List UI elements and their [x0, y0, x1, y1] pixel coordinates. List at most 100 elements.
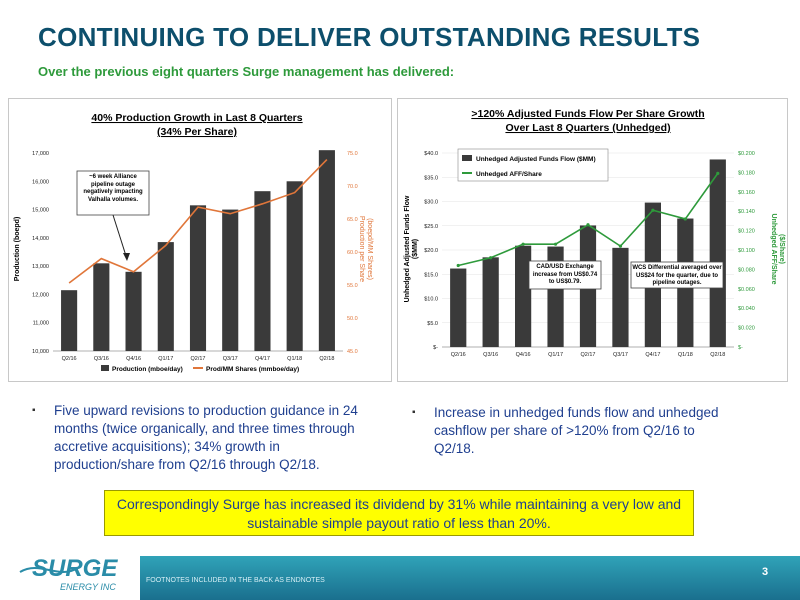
y2-tick-label: $0.080	[738, 267, 755, 273]
funds-flow-chart: >120% Adjusted Funds Flow Per Share Grow…	[404, 108, 785, 358]
x-tick-label: Q4/17	[645, 352, 660, 358]
bar	[612, 247, 629, 347]
line-point	[651, 208, 655, 212]
y2-tick-label: 45.0	[347, 349, 358, 355]
slide-subtitle: Over the previous eight quarters Surge m…	[38, 64, 455, 79]
y2-tick-label: $0.120	[738, 229, 755, 235]
y2-tick-label: 55.0	[347, 283, 358, 289]
bar	[709, 159, 726, 347]
x-tick-label: Q2/18	[710, 352, 725, 358]
x-tick-label: Q2/18	[319, 356, 334, 362]
bar	[482, 257, 499, 347]
y-tick-label: 11,000	[33, 321, 49, 327]
y2-axis-label-line1: Unhedged AFF/Share	[770, 214, 777, 285]
line-point	[521, 242, 525, 246]
x-tick-label: Q4/16	[126, 356, 141, 362]
chart-title-line2: (34% Per Share)	[157, 126, 237, 138]
dividend-callout: Correspondingly Surge has increased its …	[104, 490, 694, 536]
y2-tick-label: 60.0	[347, 250, 358, 256]
y-axis-label-line2: ($MM)	[412, 239, 419, 259]
bullet-marker: ▪	[32, 405, 36, 416]
footer-bar	[140, 556, 800, 600]
y-tick-label: 10,000	[32, 349, 49, 355]
funds-flow-chart-panel: >120% Adjusted Funds Flow Per Share Grow…	[397, 98, 788, 382]
y2-tick-label: 70.0	[347, 184, 358, 190]
line-point	[618, 244, 623, 248]
y2-tick-label: $0.140	[738, 209, 755, 215]
bullet-production: ▪ Five upward revisions to production gu…	[32, 402, 372, 482]
bar	[222, 209, 239, 351]
x-tick-label: Q4/16	[516, 352, 531, 358]
y-tick-label: $15.0	[424, 272, 438, 278]
bar	[125, 271, 142, 351]
production-chart: 40% Production Growth in Last 8 Quarters…	[14, 112, 373, 373]
bar	[254, 191, 271, 351]
line-point	[586, 223, 590, 227]
y-tick-label: $35.0	[424, 175, 438, 181]
bar	[189, 205, 207, 351]
bar	[157, 242, 174, 351]
logo-swoosh	[19, 567, 79, 573]
wcs-annotation-box	[630, 261, 724, 289]
y-axis-label-line1: Unhedged Adjusted Funds Flow	[404, 195, 411, 302]
y-axis-label: Production (boepd)	[14, 217, 21, 282]
legend-swatch-production	[101, 365, 109, 371]
y2-tick-label: $0.180	[738, 170, 755, 176]
y-tick-label: $25.0	[424, 224, 438, 230]
bar	[93, 263, 110, 351]
chart-title-line1: >120% Adjusted Funds Flow Per Share Grow…	[471, 108, 704, 120]
x-tick-label: Q2/16	[62, 356, 77, 362]
line-point	[716, 171, 720, 175]
y2-axis-label-line2: (boepd/MM Shares)	[366, 218, 373, 280]
y2-tick-label: 65.0	[347, 217, 358, 223]
y-tick-label: 17,000	[32, 151, 49, 157]
y2-tick-label: 50.0	[347, 316, 358, 322]
x-tick-label: Q3/17	[223, 356, 238, 362]
logo-wordmark: SURGE	[32, 555, 118, 582]
bar	[515, 245, 532, 347]
line-point	[456, 263, 460, 268]
y2-tick-label: $-	[738, 345, 743, 351]
x-tick-label: Q3/16	[94, 356, 109, 362]
y-tick-label: 14,000	[32, 236, 49, 242]
bullet-marker: ▪	[412, 407, 416, 418]
y-tick-label: $20.0	[424, 248, 438, 254]
chart-title-line1: 40% Production Growth in Last 8 Quarters	[91, 112, 302, 124]
bullet-funds-flow-text: Increase in unhedged funds flow and unhe…	[434, 405, 719, 456]
y-tick-label: $30.0	[424, 200, 438, 206]
legend-label-prod-per-share: Prod/MM Shares (mmboe/day)	[206, 366, 299, 373]
y2-tick-label: $0.040	[738, 306, 755, 312]
y2-tick-label: $0.060	[738, 287, 755, 293]
y-tick-label: $10.0	[424, 297, 438, 303]
y2-axis-label-line1: Production per Share	[358, 216, 365, 282]
y-tick-label: $5.0	[427, 321, 438, 327]
y2-tick-label: $0.200	[738, 151, 755, 157]
y-tick-label: 16,000	[32, 179, 49, 185]
outage-annotation: ~6 week Alliance pipeline outage negativ…	[83, 174, 142, 203]
annotation-arrow	[112, 214, 128, 260]
x-tick-label: Q4/17	[255, 356, 270, 362]
x-tick-label: Q1/18	[678, 352, 693, 358]
x-tick-label: Q2/17	[581, 352, 596, 358]
y-tick-label: $-	[433, 345, 438, 351]
series-line	[68, 159, 328, 284]
legend-swatch-aff	[462, 155, 472, 161]
chart-title-line2: Over Last 8 Quarters (Unhedged)	[505, 122, 670, 134]
logo-subtext: ENERGY INC	[60, 582, 116, 592]
surge-energy-logo: SURGE ENERGY INC	[19, 555, 118, 592]
outage-annotation-box	[76, 170, 150, 216]
y-tick-label: 13,000	[32, 264, 49, 270]
x-tick-label: Q2/17	[191, 356, 206, 362]
bar	[450, 268, 467, 347]
line-point	[683, 217, 687, 221]
x-tick-label: Q1/17	[548, 352, 563, 358]
x-tick-label: Q3/16	[483, 352, 498, 358]
line-point	[553, 242, 558, 246]
y2-tick-label: $0.100	[738, 248, 755, 254]
slide-title: CONTINUING TO DELIVER OUTSTANDING RESULT…	[38, 22, 701, 52]
fx-annotation-box	[528, 260, 602, 290]
legend-label-production: Production (mboe/day)	[112, 366, 183, 373]
bullet-funds-flow: ▪ Increase in unhedged funds flow and un…	[412, 404, 732, 464]
y-tick-label: 15,000	[32, 208, 49, 214]
y2-tick-label: $0.020	[738, 326, 755, 332]
